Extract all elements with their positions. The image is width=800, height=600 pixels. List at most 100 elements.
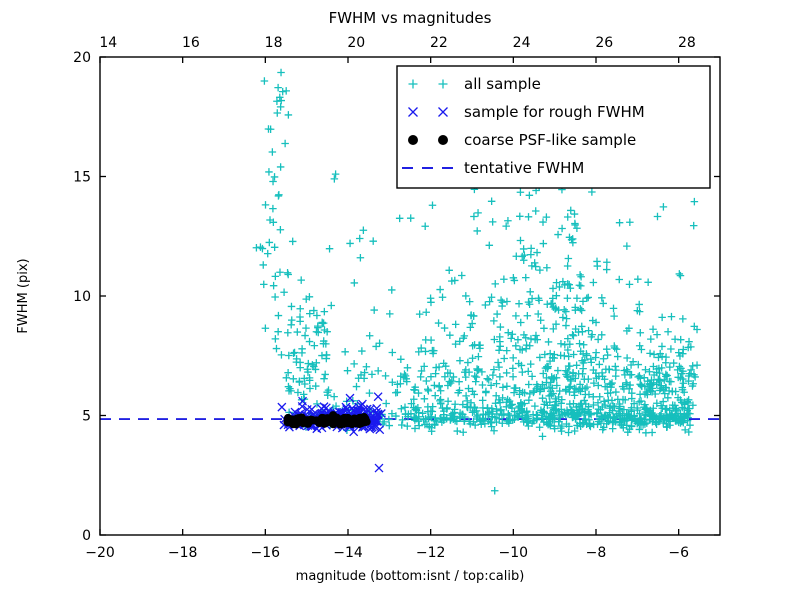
plus-marker-icon	[653, 330, 661, 339]
plus-marker-icon	[301, 331, 309, 340]
plus-marker-icon	[269, 281, 278, 290]
plus-marker-icon	[274, 83, 282, 92]
plus-marker-icon	[272, 344, 281, 353]
plus-marker-icon	[274, 192, 283, 200]
plus-marker-icon	[609, 402, 617, 410]
plus-marker-icon	[536, 353, 544, 362]
plus-marker-icon	[327, 301, 336, 310]
x-tick-label: −12	[416, 545, 446, 561]
plus-marker-icon	[603, 351, 612, 359]
plus-marker-icon	[464, 384, 473, 393]
plus-marker-icon	[440, 324, 449, 332]
plus-marker-icon	[298, 345, 306, 353]
cross-marker-icon	[277, 402, 287, 412]
plus-marker-icon	[495, 346, 503, 355]
cross-marker-icon	[372, 410, 382, 420]
plus-marker-icon	[421, 347, 430, 356]
plus-marker-icon	[600, 375, 609, 384]
plus-marker-icon	[296, 317, 304, 326]
plus-marker-icon	[589, 420, 598, 429]
plus-marker-icon	[689, 401, 697, 409]
plus-marker-icon	[553, 381, 561, 390]
plus-marker-icon	[274, 311, 283, 320]
plus-marker-icon	[676, 335, 685, 344]
plus-marker-icon	[458, 271, 466, 280]
plus-marker-icon	[313, 400, 321, 408]
plus-marker-icon	[428, 201, 437, 209]
plus-marker-icon	[541, 364, 550, 372]
plus-marker-icon	[397, 421, 406, 429]
plus-marker-icon	[517, 399, 525, 408]
legend-label: all sample	[464, 75, 541, 93]
x-tick-label: −16	[251, 545, 281, 561]
plus-marker-icon	[675, 416, 683, 424]
plus-marker-icon	[620, 405, 628, 414]
plus-marker-icon	[368, 370, 376, 379]
plus-marker-icon	[280, 288, 288, 296]
cross-marker-icon	[408, 107, 418, 117]
plus-marker-icon	[397, 355, 405, 364]
plus-marker-icon	[470, 403, 479, 411]
plus-marker-icon	[409, 403, 418, 412]
plus-marker-icon	[621, 371, 629, 379]
plus-marker-icon	[427, 336, 435, 344]
x-top-tick-label: 20	[347, 35, 365, 51]
plus-marker-icon	[693, 361, 701, 369]
x-axis-top-ticks: 14 16 18 20 22 24 26 28	[99, 35, 695, 51]
plus-marker-icon	[671, 404, 680, 413]
plus-marker-icon	[428, 402, 437, 411]
plus-marker-icon	[648, 388, 656, 396]
plus-marker-icon	[582, 400, 590, 408]
plus-marker-icon	[633, 406, 642, 414]
plus-marker-icon	[539, 218, 547, 226]
dot-marker-icon	[340, 413, 349, 423]
plus-marker-icon	[287, 321, 295, 329]
plus-marker-icon	[584, 293, 593, 302]
x-tick-label: −8	[586, 545, 607, 561]
dot-marker-icon	[361, 416, 371, 426]
plus-marker-icon	[321, 370, 329, 379]
plus-marker-icon	[557, 339, 565, 348]
plus-marker-icon	[562, 307, 570, 316]
x-top-tick-label: 18	[265, 35, 283, 51]
plus-marker-icon	[417, 344, 425, 352]
plus-marker-icon	[393, 380, 402, 389]
plus-marker-icon	[273, 97, 281, 105]
plus-marker-icon	[550, 422, 558, 430]
plus-marker-icon	[406, 214, 415, 222]
plus-marker-icon	[655, 369, 664, 377]
plus-marker-icon	[438, 79, 448, 89]
plus-marker-icon	[414, 389, 423, 397]
plus-marker-icon	[468, 319, 476, 328]
plus-marker-icon	[434, 319, 443, 327]
plus-marker-icon	[427, 372, 435, 381]
plus-marker-icon	[481, 301, 490, 309]
plus-marker-icon	[301, 380, 309, 388]
plus-marker-icon	[290, 348, 299, 357]
plus-marker-icon	[577, 306, 586, 315]
plus-marker-icon	[605, 365, 613, 373]
cross-marker-icon	[375, 425, 385, 435]
plus-marker-icon	[647, 335, 655, 343]
plus-marker-icon	[589, 393, 598, 401]
plus-marker-icon	[535, 423, 544, 432]
plus-marker-icon	[473, 365, 481, 373]
plus-marker-icon	[551, 305, 559, 313]
plus-marker-icon	[545, 413, 553, 422]
y-tick-label: 10	[73, 289, 91, 305]
dot-marker-icon	[308, 416, 317, 425]
plus-marker-icon	[485, 241, 494, 250]
plus-marker-icon	[299, 390, 308, 399]
plus-marker-icon	[490, 426, 498, 435]
plus-marker-icon	[445, 377, 454, 386]
plus-marker-icon	[431, 369, 440, 378]
plus-marker-icon	[594, 398, 602, 407]
plus-marker-icon	[294, 388, 302, 397]
plus-marker-icon	[273, 109, 282, 117]
plus-marker-icon	[580, 396, 589, 405]
plus-marker-icon	[541, 350, 549, 359]
plus-marker-icon	[424, 387, 433, 395]
plus-marker-icon	[579, 341, 588, 349]
plus-marker-icon	[646, 349, 654, 358]
plus-marker-icon	[482, 388, 490, 397]
